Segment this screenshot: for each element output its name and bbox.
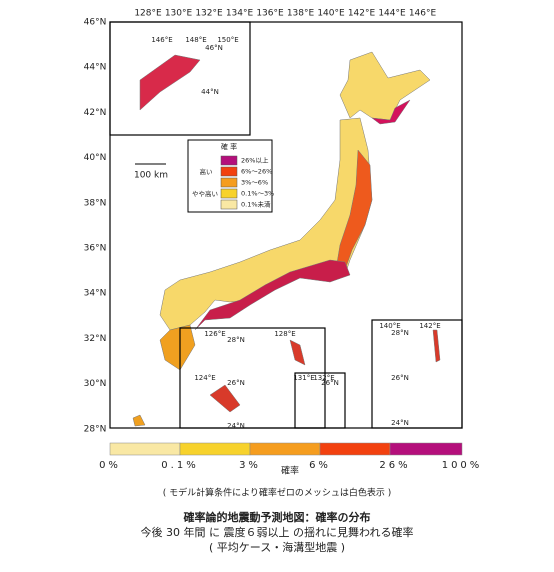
legend-item: 6%〜26% xyxy=(241,168,272,176)
insets xyxy=(109,21,463,429)
legend xyxy=(187,139,273,213)
inset-label: 131°E xyxy=(293,374,314,382)
lat-label: 30°N xyxy=(84,379,107,389)
lat-label: 36°N xyxy=(84,244,107,254)
colorbar-seg xyxy=(179,442,251,456)
lon-label: 138°E xyxy=(287,9,315,19)
swatch xyxy=(220,166,238,177)
lat-label: 38°N xyxy=(84,198,107,208)
inset-label: 132°E xyxy=(313,374,334,382)
legend-item: 26%以上 xyxy=(241,156,269,165)
lat-label: 32°N xyxy=(84,334,107,344)
inset-label: 46°N xyxy=(205,44,223,52)
lat-label: 28°N xyxy=(84,424,107,434)
caption-line: 今後 30 年間 に 震度６弱以上 の揺れに見舞われる確率 xyxy=(141,525,414,539)
swatch xyxy=(220,199,238,210)
yonaguni xyxy=(132,414,146,427)
inset-ryukyu xyxy=(179,327,326,429)
lat-label: 44°N xyxy=(84,63,107,73)
colorbar-seg xyxy=(389,442,463,456)
legend-side: やや高い xyxy=(192,189,218,198)
colorbar-title: 確率 xyxy=(281,465,299,477)
inset-label: 26°N xyxy=(321,379,339,387)
lat-label: 42°N xyxy=(84,108,107,118)
inset-label: 26°N xyxy=(391,374,409,382)
inset-label: 140°E xyxy=(379,322,400,330)
colorbar-seg xyxy=(319,442,391,456)
lon-label: 136°E xyxy=(256,9,284,19)
inset-label: 24°N xyxy=(227,422,245,430)
inset-label: 28°N xyxy=(227,336,245,344)
lon-label: 128°E xyxy=(134,9,162,19)
note: ( モデル計算条件により確率ゼロのメッシュは白色表示 ) xyxy=(163,487,392,499)
colorbar-label: 26% xyxy=(379,460,410,471)
lon-label: 130°E xyxy=(165,9,193,19)
colorbar-label: 0.1% xyxy=(161,460,198,471)
swatch xyxy=(220,177,238,188)
colorbar-seg xyxy=(109,442,181,456)
ryukyu xyxy=(209,384,241,413)
swatch xyxy=(220,155,238,166)
caption-title: 確率論的地震動予測地図：確率の分布 xyxy=(184,510,371,524)
lat-label: 40°N xyxy=(84,153,107,163)
scale-label: 100 km xyxy=(134,171,168,181)
colorbar xyxy=(109,442,463,456)
legend-item: 0.1%未満 xyxy=(241,200,271,209)
hokkaido xyxy=(339,51,431,121)
lat-label: 46°N xyxy=(84,18,107,28)
hokkaido-high xyxy=(371,99,411,125)
legend-side: 高い xyxy=(200,167,213,176)
inset-label: 148°E xyxy=(185,36,206,44)
inset-label: 28°N xyxy=(391,329,409,337)
inset-label: 24°N xyxy=(391,419,409,427)
lon-label: 134°E xyxy=(226,9,254,19)
lon-label: 140°E xyxy=(317,9,345,19)
inset-label: 128°E xyxy=(274,330,295,338)
inset-ogasawara xyxy=(371,319,463,429)
ryukyu-2 xyxy=(289,339,306,366)
inset-label: 126°E xyxy=(204,330,225,338)
inset-label: 124°E xyxy=(194,374,215,382)
lon-label: 144°E xyxy=(378,9,406,19)
inset-label: 146°E xyxy=(151,36,172,44)
ogasawara xyxy=(432,329,441,363)
inset-label: 150°E xyxy=(217,36,238,44)
inset-daito xyxy=(294,372,346,429)
land xyxy=(132,51,441,427)
swatch xyxy=(220,188,238,199)
lon-label: 142°E xyxy=(348,9,376,19)
colorbar-label: 3% xyxy=(239,460,261,471)
colorbar-label: 0% xyxy=(99,460,121,471)
lon-label: 146°E xyxy=(409,9,437,19)
legend-item: 0.1%〜3% xyxy=(241,190,274,198)
caption-line: ( 平均ケース・海溝型地震 ) xyxy=(209,540,345,554)
legend-title: 確 率 xyxy=(221,142,237,151)
nankai-high xyxy=(194,259,351,331)
colorbar-label: 100% xyxy=(442,460,483,471)
inset-north xyxy=(109,21,251,136)
inset-label: 142°E xyxy=(419,322,440,330)
legend-item: 3%〜6% xyxy=(241,179,268,187)
kyushu xyxy=(159,324,196,371)
inset-label: 26°N xyxy=(227,379,245,387)
inset-label: 44°N xyxy=(201,88,219,96)
colorbar-label: 6% xyxy=(309,460,331,471)
colorbar-seg xyxy=(249,442,321,456)
lat-label: 34°N xyxy=(84,289,107,299)
kuril xyxy=(139,54,201,111)
lon-label: 132°E xyxy=(195,9,223,19)
